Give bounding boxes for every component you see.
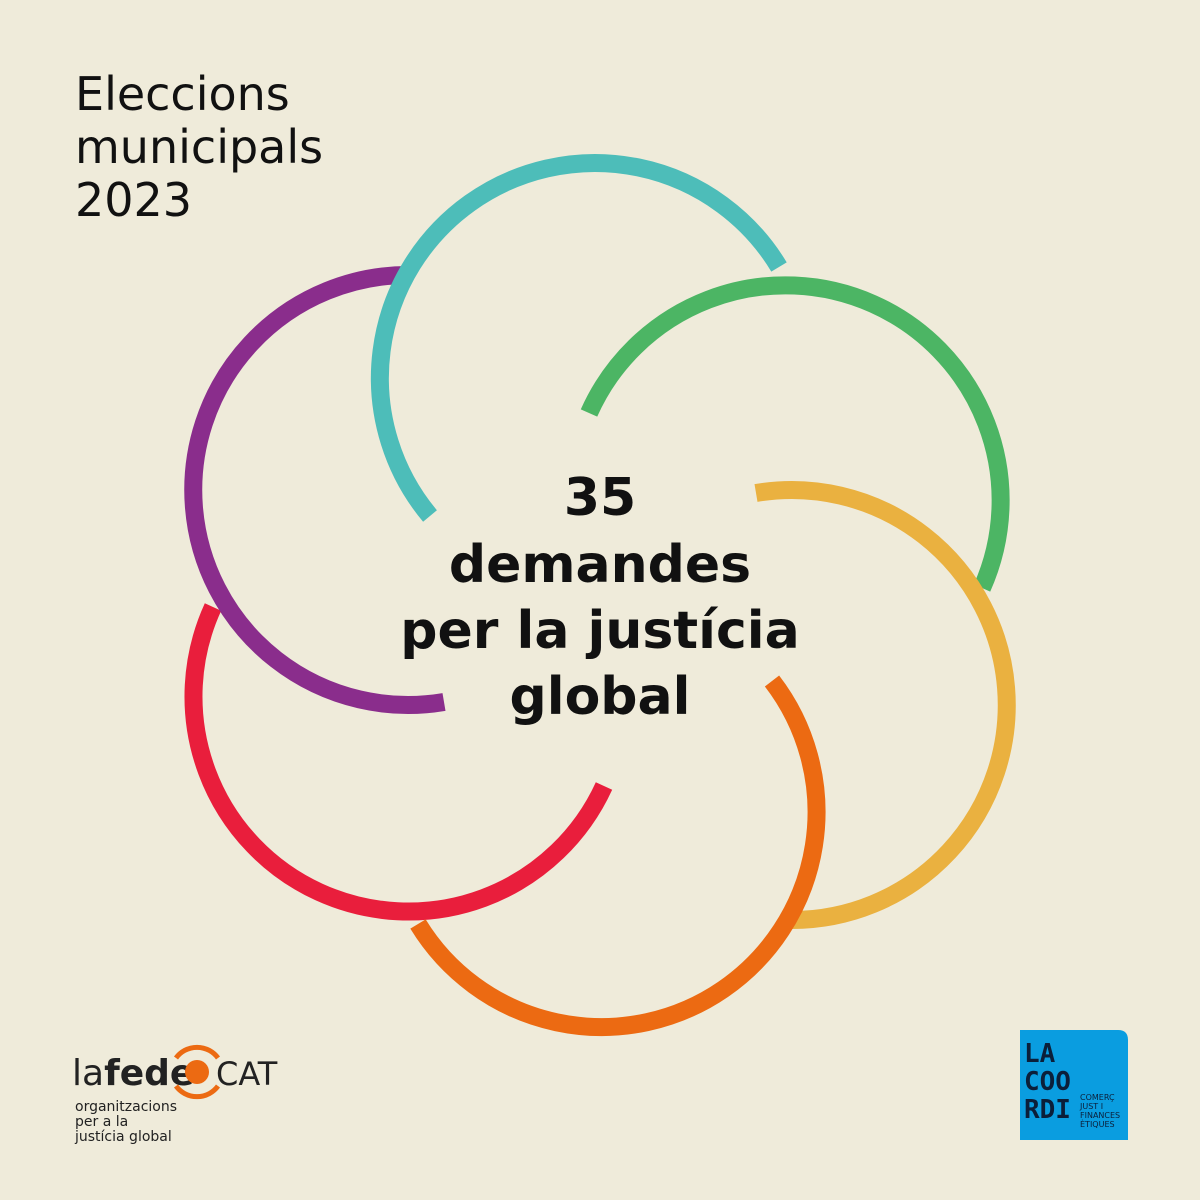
center-line: global bbox=[510, 667, 691, 727]
logo-tagline: justícia global bbox=[74, 1129, 172, 1145]
logo-dot bbox=[185, 1060, 209, 1084]
lacoordi-logo: LA COO RDI COMERÇ JUST I FINANCES ÈTIQUE… bbox=[1020, 1030, 1128, 1140]
title-line: 2023 bbox=[75, 173, 192, 227]
arc-teal bbox=[370, 154, 787, 522]
logo-line: COO bbox=[1024, 1067, 1071, 1097]
logo-box bbox=[1020, 1030, 1128, 1140]
center-line: 35 bbox=[564, 468, 636, 528]
arc-red bbox=[184, 603, 613, 921]
title-line: Eleccions bbox=[75, 67, 290, 121]
logo-tagline: JUST I bbox=[1079, 1102, 1103, 1111]
arc-purple bbox=[184, 265, 446, 714]
logo-tagline: per a la bbox=[75, 1114, 128, 1130]
logo-line: RDI bbox=[1024, 1095, 1071, 1125]
logo-tagline: COMERÇ bbox=[1080, 1093, 1115, 1102]
logo-tagline: ÈTIQUES bbox=[1080, 1118, 1115, 1129]
logo-tagline: organitzacions bbox=[75, 1099, 177, 1115]
center-line: demandes bbox=[449, 535, 751, 595]
arc-green bbox=[580, 276, 1010, 592]
logo-cat: CAT bbox=[216, 1055, 278, 1093]
logo-tagline: FINANCES bbox=[1080, 1111, 1120, 1120]
center-line: per la justícia bbox=[400, 601, 799, 661]
logo-la: la bbox=[72, 1053, 104, 1094]
arc-yellow bbox=[754, 481, 1016, 930]
logo-line: LA bbox=[1024, 1039, 1056, 1069]
logo-ring bbox=[173, 1084, 221, 1100]
title-line: municipals bbox=[75, 120, 323, 174]
logo-ring bbox=[173, 1044, 221, 1060]
arc-orange bbox=[410, 675, 826, 1037]
flower bbox=[184, 154, 1016, 1037]
lafede-logo: lafede CAT organitzacions per a la justí… bbox=[72, 1044, 278, 1145]
